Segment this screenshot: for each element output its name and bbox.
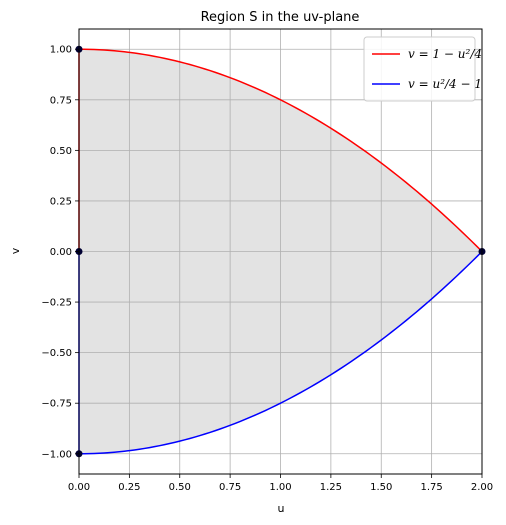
y-tick-label: 0.00 [50,247,72,258]
plot-area: 0.00 0.25 0.50 0.75 1.00 1.25 1.50 1.75 2.00 −1.0… [41,28,493,493]
y-tick-label: 0.50 [50,146,72,157]
y-tick-label: 1.00 [50,45,72,56]
x-axis-label: u [278,502,285,515]
x-tick-label: 1.25 [320,482,342,493]
x-tick-label: 1.50 [370,482,392,493]
y-tick-label: 0.25 [50,196,72,207]
y-tick-label: −0.75 [41,399,72,410]
x-tick-label: 2.00 [471,482,493,493]
x-tick-label: 1.75 [420,482,442,493]
y-tick-label: −0.50 [41,348,72,359]
legend-label-1: v = 1 − u²/4 [408,47,482,61]
chart-title: Region S in the uv-plane [201,10,360,25]
x-tick-label: 0.00 [68,482,90,493]
legend-box [363,36,476,102]
y-axis-label: v [9,247,22,254]
series-line-2 [78,250,483,455]
legend: v = 1 − u²/4 v = u²/4 − 1 [363,36,482,102]
x-tick-label: 1.00 [269,482,291,493]
x-tick-label: 0.75 [219,482,241,493]
y-tick-label: −0.25 [41,298,72,309]
x-tick-label: 0.50 [169,482,191,493]
y-tick-label: 0.75 [50,95,72,106]
x-tick-label: 0.25 [118,482,140,493]
legend-label-2: v = u²/4 − 1 [408,77,482,91]
y-tick-label: −1.00 [41,449,72,460]
series-line-1 [78,48,483,253]
